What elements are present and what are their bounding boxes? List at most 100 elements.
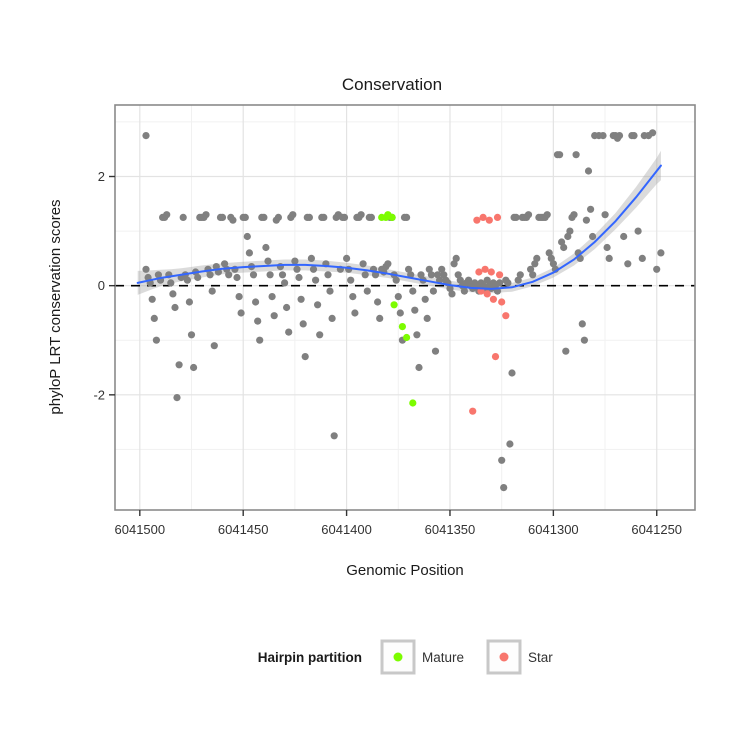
point-other: [394, 293, 402, 301]
point-other: [516, 271, 524, 279]
point-other: [543, 211, 551, 219]
point-other: [154, 271, 162, 279]
point-other: [460, 287, 468, 295]
point-other: [148, 295, 156, 303]
point-other: [615, 132, 624, 140]
point-other: [274, 213, 282, 221]
point-other: [578, 320, 586, 328]
legend: Hairpin partition Mature Star: [258, 639, 553, 675]
point-other: [169, 290, 177, 298]
point-other: [301, 353, 309, 361]
point-other: [572, 151, 580, 159]
point-other: [454, 271, 462, 279]
point-other: [427, 271, 435, 279]
plot-panel: [115, 105, 695, 510]
point-other: [431, 347, 440, 355]
point-other: [630, 132, 638, 140]
point-other: [326, 287, 334, 295]
point-other: [163, 211, 171, 219]
point-other: [434, 271, 442, 279]
point-other: [580, 336, 589, 344]
point-star: [493, 213, 502, 221]
point-other: [330, 432, 338, 440]
loess-smooth-line: [136, 164, 662, 290]
point-other: [392, 276, 400, 284]
point-other: [142, 265, 150, 273]
y-tick-label: 2: [98, 169, 105, 184]
point-other: [210, 342, 218, 350]
point-other: [506, 440, 514, 448]
point-other: [524, 211, 533, 219]
point-other: [363, 287, 371, 295]
point-other: [268, 293, 276, 301]
point-other: [376, 314, 384, 322]
point-other: [152, 336, 160, 344]
gridlines: [115, 105, 695, 510]
point-other: [450, 260, 458, 268]
y-tick-label: -2: [93, 387, 105, 402]
point-other: [367, 213, 375, 221]
point-star: [487, 268, 495, 276]
y-tick-label: 0: [98, 278, 105, 293]
point-other: [175, 361, 183, 369]
point-other: [243, 232, 251, 241]
point-other: [562, 347, 570, 355]
point-star: [483, 290, 491, 298]
x-tick-label: 6041450: [218, 522, 269, 537]
point-other: [589, 232, 597, 241]
plot-panel-border: [114, 104, 696, 511]
x-tick-label: 6041350: [425, 522, 476, 537]
loess-curve: [136, 164, 662, 290]
point-star: [473, 216, 481, 224]
axis-ticks-and-labels: 6041500 6041450 6041400 6041350 6041300 60412…: [93, 169, 682, 537]
point-other: [411, 306, 419, 314]
x-tick-label: 6041400: [321, 522, 372, 537]
point-other: [289, 211, 297, 219]
point-other: [440, 271, 448, 279]
point-other: [270, 312, 278, 320]
point-other: [225, 271, 233, 279]
point-other: [190, 363, 198, 372]
point-other: [187, 331, 196, 339]
point-other: [256, 336, 264, 344]
x-tick-label: 6041500: [115, 522, 166, 537]
point-other: [194, 273, 202, 282]
x-axis-title: Genomic Position: [346, 562, 464, 579]
point-other: [150, 314, 158, 322]
point-other: [312, 276, 320, 284]
point-other: [299, 320, 307, 328]
point-mature: [409, 399, 417, 407]
point-star: [491, 353, 500, 361]
point-mature: [390, 301, 398, 309]
point-other: [547, 254, 555, 262]
point-other: [314, 301, 322, 309]
point-other: [570, 211, 578, 219]
point-other: [500, 484, 508, 492]
point-other: [421, 295, 429, 303]
point-other: [556, 151, 564, 159]
point-other: [417, 271, 425, 279]
point-other: [374, 298, 382, 306]
point-other: [545, 249, 553, 257]
chart-title: Conservation: [342, 75, 442, 94]
point-other: [340, 213, 349, 221]
point-other: [529, 271, 537, 279]
legend-title: Hairpin partition: [258, 650, 362, 665]
point-star: [469, 407, 477, 415]
point-other: [293, 265, 301, 273]
point-other: [384, 260, 392, 268]
point-other: [448, 290, 456, 298]
point-other: [527, 265, 535, 273]
point-other: [142, 132, 150, 140]
point-other: [601, 211, 609, 219]
point-other: [566, 227, 574, 235]
point-other: [512, 213, 520, 221]
point-other: [349, 293, 357, 301]
point-star: [485, 216, 493, 224]
point-other: [653, 265, 661, 273]
point-star: [481, 265, 489, 273]
point-other: [264, 257, 272, 265]
point-other: [208, 287, 216, 295]
point-other: [465, 276, 473, 284]
